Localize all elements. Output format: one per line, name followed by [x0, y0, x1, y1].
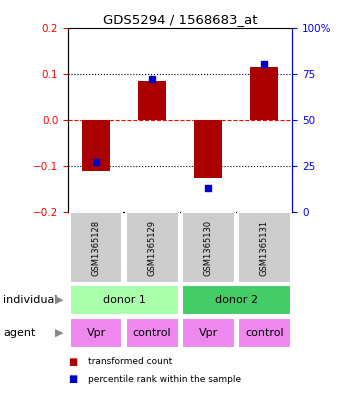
Text: agent: agent [3, 328, 36, 338]
Text: control: control [245, 328, 284, 338]
Bar [126, 318, 178, 348]
Text: GSM1365130: GSM1365130 [204, 220, 213, 275]
Text: percentile rank within the sample: percentile rank within the sample [88, 375, 241, 384]
Text: ■: ■ [68, 374, 77, 384]
Text: Vpr: Vpr [199, 328, 218, 338]
Text: donor 2: donor 2 [215, 295, 258, 305]
Text: GSM1365128: GSM1365128 [91, 220, 101, 275]
Text: GSM1365129: GSM1365129 [148, 220, 157, 275]
Bar [194, 120, 222, 178]
Bar [182, 212, 235, 283]
Bar [82, 120, 110, 171]
Bar [70, 285, 179, 315]
Text: donor 1: donor 1 [103, 295, 146, 305]
Bar [70, 318, 122, 348]
Title: GDS5294 / 1568683_at: GDS5294 / 1568683_at [103, 13, 257, 26]
Bar [182, 285, 291, 315]
Text: Vpr: Vpr [86, 328, 106, 338]
Bar [182, 318, 235, 348]
Bar [138, 81, 166, 120]
Bar [126, 212, 178, 283]
Text: ■: ■ [68, 356, 77, 367]
Bar [250, 67, 278, 120]
Text: transformed count: transformed count [88, 357, 173, 366]
Text: individual: individual [3, 295, 58, 305]
Text: ▶: ▶ [55, 295, 64, 305]
Bar [238, 318, 291, 348]
Text: GSM1365131: GSM1365131 [260, 220, 269, 275]
Text: control: control [133, 328, 171, 338]
Bar [70, 212, 122, 283]
Bar [238, 212, 291, 283]
Text: ▶: ▶ [55, 328, 64, 338]
